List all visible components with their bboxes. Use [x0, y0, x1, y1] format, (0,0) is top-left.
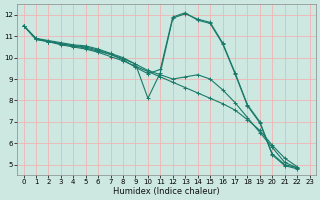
- X-axis label: Humidex (Indice chaleur): Humidex (Indice chaleur): [113, 187, 220, 196]
